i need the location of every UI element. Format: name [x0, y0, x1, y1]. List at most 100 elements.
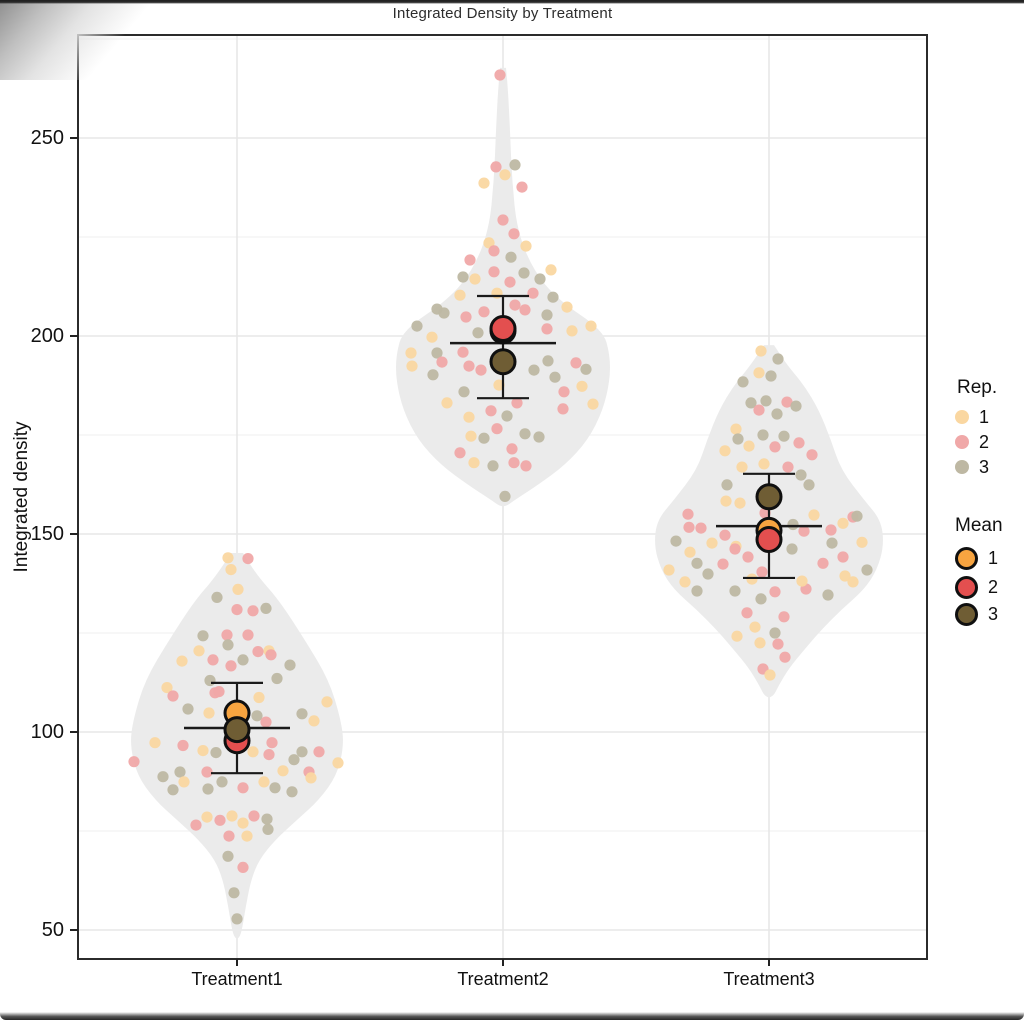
rep1-point — [465, 430, 477, 442]
rep3-point — [261, 813, 273, 825]
rep2-point — [779, 651, 791, 663]
rep3-point — [769, 627, 781, 639]
rep2-point — [457, 346, 469, 358]
rep2-point — [252, 646, 264, 658]
rep3-point — [518, 267, 530, 279]
rep3-point — [262, 823, 274, 836]
rep1-point — [585, 320, 597, 332]
legend-rep-swatch-icon — [955, 435, 969, 449]
rep1-point — [308, 715, 320, 727]
rep2-point — [741, 607, 753, 619]
rep2-point — [516, 181, 528, 193]
rep2-point — [177, 739, 189, 752]
rep2-point — [527, 287, 539, 299]
rep3-point — [260, 602, 272, 615]
rep1-point — [305, 772, 317, 784]
rep3-point — [519, 428, 531, 440]
legend-mean-item-2: 2 — [955, 575, 998, 599]
rep3-point — [547, 291, 559, 303]
rep1-point — [736, 461, 748, 473]
rep3-point — [691, 557, 703, 569]
rep3-point — [795, 469, 807, 481]
rep1-point — [576, 380, 588, 392]
rep1-point — [663, 564, 675, 576]
rep1-point — [226, 810, 238, 822]
rep3-point — [458, 386, 470, 398]
rep3-point — [757, 429, 769, 441]
rep2-point — [248, 810, 260, 822]
rep3-point — [542, 355, 554, 367]
rep2-point — [837, 551, 849, 563]
rep1-point — [277, 765, 289, 777]
rep2-point — [167, 690, 179, 702]
rep2-point — [742, 551, 754, 563]
rep1-point — [193, 645, 205, 657]
rep2-point — [491, 423, 503, 435]
legend-rep-item-3: 3 — [955, 456, 989, 478]
rep2-point — [490, 161, 502, 173]
rep1-point — [426, 331, 438, 343]
rep2-point — [504, 276, 516, 288]
rep3-point — [210, 747, 222, 759]
rep3-point — [528, 364, 540, 376]
rep3-point — [457, 271, 469, 283]
rep2-point — [756, 566, 768, 578]
rep1-point — [405, 347, 417, 359]
rep3-point — [202, 783, 214, 795]
rep1-point — [201, 811, 213, 823]
rep2-point — [729, 543, 741, 555]
jitter-points-treatment1 — [128, 552, 344, 925]
legend-rep-label: 2 — [979, 431, 990, 452]
rep1-point — [237, 817, 249, 829]
rep2-point — [207, 654, 219, 666]
rep3-point — [534, 273, 546, 285]
rep2-point — [247, 605, 259, 617]
y-axis-title: Integrated density — [11, 421, 32, 573]
rep2-point — [237, 782, 249, 794]
rep1-point — [491, 287, 503, 299]
rep3-point — [755, 593, 767, 605]
rep2-point — [237, 861, 249, 874]
rep2-point — [506, 443, 518, 455]
rep1-point — [749, 621, 761, 633]
rep3-point — [786, 543, 798, 555]
rep3-point — [472, 327, 484, 339]
x-tick-label-treatment1: Treatment1 — [191, 969, 283, 989]
rep1-point — [837, 517, 849, 529]
rep3-point — [286, 786, 298, 798]
rep2-point — [128, 756, 140, 768]
rep2-point — [570, 357, 582, 369]
jitter-points-treatment3 — [663, 345, 873, 681]
rep2-point — [260, 716, 272, 728]
rep2-point — [242, 553, 254, 565]
rep1-point — [499, 169, 511, 181]
rep2-point — [695, 522, 707, 534]
mean-marker-rep3-treatment1 — [223, 716, 251, 744]
rep3-point — [505, 251, 517, 263]
rep2-point — [266, 737, 278, 749]
rep1-point — [197, 745, 209, 757]
rep2-point — [488, 266, 500, 278]
rep3-point — [222, 639, 234, 651]
legend-mean-label: 3 — [988, 603, 999, 624]
rep3-point — [182, 703, 194, 715]
rep3-point — [732, 433, 744, 445]
rep1-point — [764, 669, 776, 681]
legend-rep-swatch-icon — [955, 460, 969, 474]
rep3-point — [580, 363, 592, 375]
violin-treatment2 — [396, 67, 610, 507]
rep2-point — [717, 558, 729, 570]
rep2-point — [454, 447, 466, 459]
rep1-point — [679, 576, 691, 588]
rep2-point — [772, 638, 784, 650]
rep3-point — [721, 479, 733, 491]
rep1-point — [454, 289, 466, 301]
y-tick-label: 200 — [30, 325, 64, 347]
rep1-point — [469, 273, 481, 285]
chart-title: Integrated Density by Treatment — [392, 5, 613, 22]
rep2-point — [213, 686, 225, 698]
rep1-point — [545, 264, 557, 276]
rep2-point — [520, 460, 532, 472]
rep2-point — [201, 766, 213, 778]
